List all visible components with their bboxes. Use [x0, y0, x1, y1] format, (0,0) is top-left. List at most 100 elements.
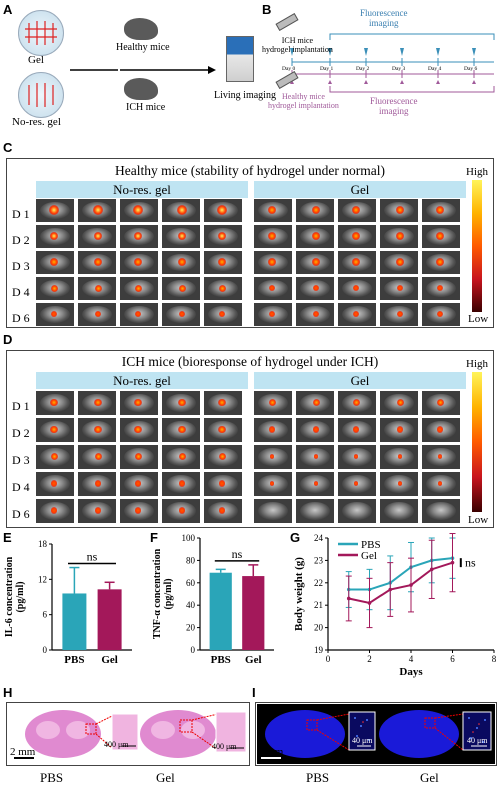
fluorescence-spot — [312, 284, 320, 292]
category-label: PBS — [64, 654, 84, 666]
fluorescence-spot — [217, 257, 227, 267]
panel-i-label-pbs: PBS — [306, 770, 330, 785]
y-tick-label: 60 — [186, 578, 196, 588]
panel-d-left-header: No-res. gel — [36, 372, 248, 389]
panel-label-a: A — [3, 2, 13, 17]
fluorescence-spot — [437, 481, 443, 486]
x-axis-label: Days — [399, 666, 423, 678]
fluorescence-spot — [353, 454, 359, 459]
mouse-image — [338, 199, 376, 222]
fluorescence-spot — [435, 231, 445, 241]
fluorescence-spot — [94, 480, 102, 487]
panel-d-frame — [6, 350, 494, 528]
mouse-image — [296, 251, 334, 274]
fluorescence-spot — [436, 284, 444, 292]
mouse-image — [338, 225, 376, 248]
mouse-image — [296, 391, 334, 415]
mouse-image — [162, 499, 200, 523]
mouse-image — [422, 277, 460, 300]
mouse-image — [36, 225, 74, 248]
data-point — [367, 601, 372, 605]
dapi-brain-pbs — [265, 710, 376, 758]
mouse-image — [380, 499, 418, 523]
timeline-day-label: Day 4 — [428, 66, 442, 72]
mouse-image — [78, 472, 116, 496]
y-tick-label: 40 — [186, 600, 196, 610]
mouse-image — [338, 277, 376, 300]
mouse-image — [120, 472, 158, 496]
fluorescence-spot — [436, 426, 444, 433]
mouse-image — [422, 199, 460, 222]
y-tick-label: 12 — [38, 574, 47, 584]
fluorescence-spot — [218, 453, 226, 460]
mouse-image — [422, 418, 460, 442]
fluorescence-spot — [133, 205, 143, 215]
fluorescence-spot — [93, 205, 103, 215]
mouse-image — [36, 391, 74, 415]
mouse-image — [338, 418, 376, 442]
panel-label-i: I — [252, 685, 256, 700]
mouse-image — [296, 418, 334, 442]
mouse-image — [422, 303, 460, 326]
fluorescence-spot — [268, 426, 276, 433]
fluor-label-top: Fluorescence imaging — [360, 8, 408, 28]
fluorescence-spot — [396, 426, 404, 433]
row-label: D 3 — [12, 259, 30, 273]
fluorescence-spot — [312, 258, 320, 266]
mouse-image — [380, 472, 418, 496]
healthy-implant-label: Healthy mice hydrogel implantation — [268, 92, 339, 110]
fluorescence-spot — [49, 205, 59, 215]
row-label: D 3 — [12, 453, 30, 467]
y-tick-label: 6 — [43, 610, 48, 620]
mouse-image — [36, 445, 74, 469]
fluorescence-spot — [436, 258, 444, 266]
mouse-image — [162, 418, 200, 442]
mouse-image — [338, 445, 376, 469]
mouse-image — [254, 391, 292, 415]
mouse-image — [78, 199, 116, 222]
mouse-image — [338, 303, 376, 326]
panel-label-d: D — [3, 332, 13, 347]
mouse-image — [78, 303, 116, 326]
panel-c-low-label: Low — [468, 313, 489, 325]
fluorescence-spot — [178, 398, 186, 407]
fluorescence-spot — [50, 284, 58, 292]
mouse-image — [296, 472, 334, 496]
row-label: D 4 — [12, 285, 30, 299]
panel-i-scale-main: 2 mm — [258, 746, 284, 758]
fluorescence-spot — [50, 507, 58, 514]
bar — [209, 572, 232, 650]
fluorescence-spot — [134, 284, 142, 292]
x-tick-label: 0 — [326, 654, 331, 664]
timeline-day-label: Day 1 — [320, 66, 334, 72]
fluorescence-spot — [396, 399, 404, 406]
panel-c-title: Healthy mice (stability of hydrogel unde… — [115, 163, 385, 178]
fluorescence-spot — [218, 480, 226, 487]
mouse-image — [204, 277, 242, 300]
mouse-image — [422, 499, 460, 523]
fluorescence-spot — [353, 481, 359, 486]
fluorescence-spot — [396, 284, 404, 292]
mouse-image — [162, 445, 200, 469]
mouse-image — [296, 499, 334, 523]
mouse-image — [296, 303, 334, 326]
healthy-mice-label: Healthy mice — [116, 42, 170, 53]
fluorescence-spot — [435, 205, 445, 215]
y-axis-label: IL-6 concentration — [4, 556, 15, 637]
fluorescence-spot — [352, 399, 360, 406]
panel-c-colorbar — [472, 180, 482, 312]
legend-label: Gel — [361, 550, 377, 562]
fluorescence-spot — [177, 205, 187, 215]
x-tick-label: 4 — [409, 654, 414, 664]
mouse-image — [204, 251, 242, 274]
panel-d-colorbar — [472, 372, 482, 512]
mouse-image — [78, 499, 116, 523]
data-point — [346, 596, 351, 601]
data-point — [429, 567, 434, 572]
fluorescence-spot — [134, 425, 142, 434]
mouse-image — [254, 251, 292, 274]
fluorescence-spot — [94, 284, 102, 292]
mouse-image — [380, 199, 418, 222]
fluorescence-spot — [177, 231, 187, 241]
fluorescence-spot — [134, 480, 142, 487]
